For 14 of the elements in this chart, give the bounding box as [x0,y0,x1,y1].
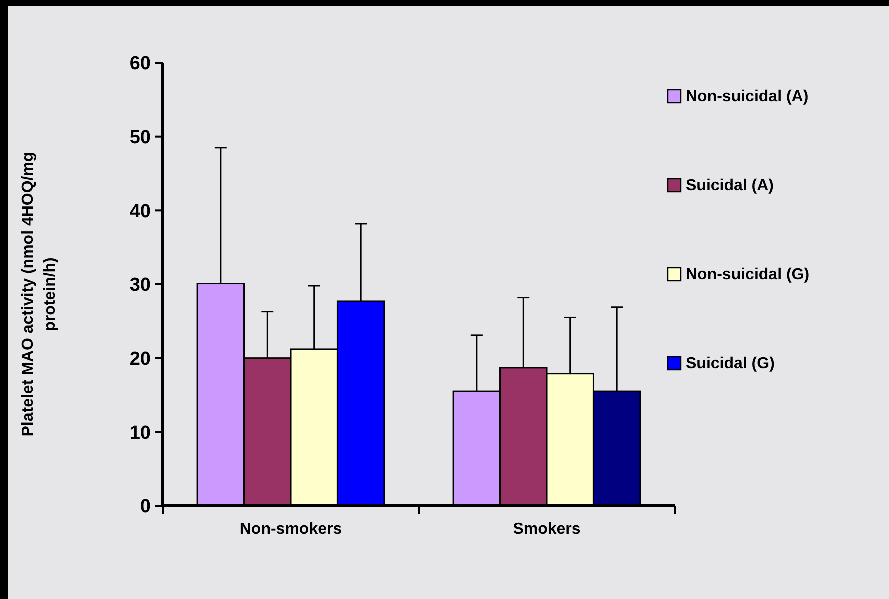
y-tick-label: 40 [130,201,151,222]
x-tick-label: Smokers [513,521,581,538]
y-tick-label: 30 [130,275,151,296]
y-tick-label: 0 [140,496,151,518]
y-tick-label: 10 [130,422,151,444]
legend-label: Non-suicidal (A) [686,88,809,106]
legend-label: Suicidal (G) [686,356,775,373]
legend-label: Non-suicidal (G) [686,266,810,284]
y-tick-label: 60 [130,54,151,75]
x-tick-label: Non-smokers [240,521,342,538]
y-tick-label: 50 [130,127,151,148]
y-axis-title: Platelet MAO activity (nmol 4HOQ/mg protein/h) [20,152,59,437]
legend-label: Suicidal (A) [686,178,774,195]
y-tick-label: 20 [130,348,151,370]
